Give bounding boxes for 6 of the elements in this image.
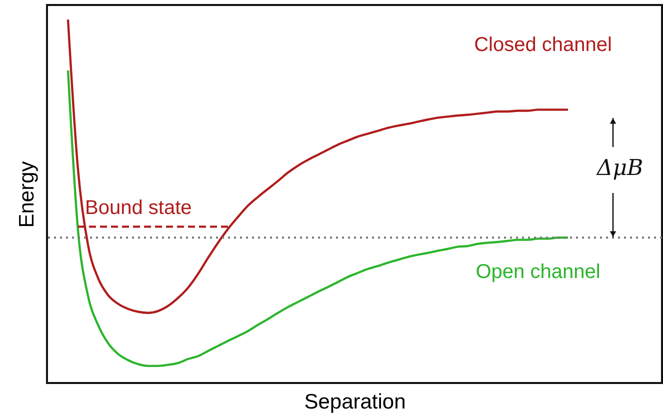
series-label: Bound state [85,197,192,219]
x-axis-title: Separation [304,390,406,414]
text: ΔμB [596,156,644,181]
text: Closed channel [474,34,612,56]
series-label: Open channel [476,261,600,283]
y-axis-title: Energy [16,160,38,228]
